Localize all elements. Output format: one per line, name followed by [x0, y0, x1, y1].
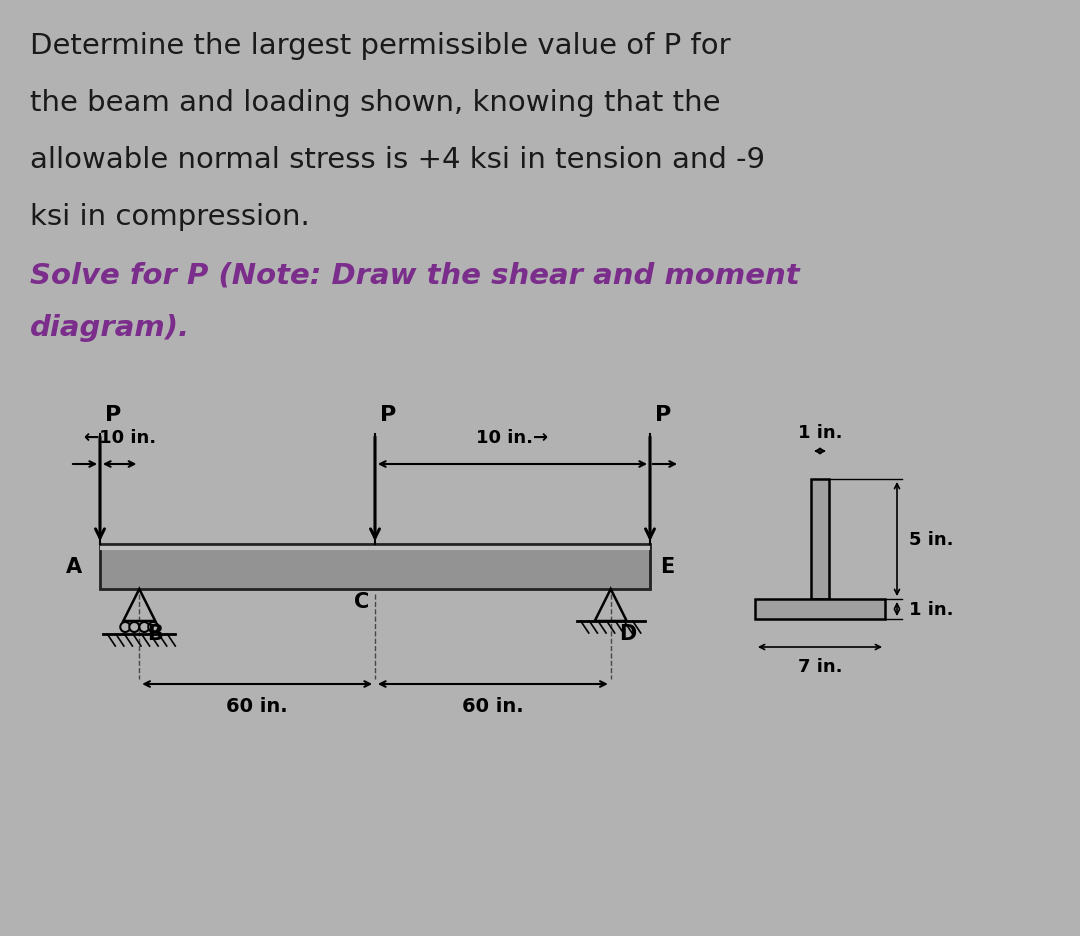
FancyBboxPatch shape: [811, 479, 829, 599]
Text: 60 in.: 60 in.: [227, 696, 288, 715]
Text: C: C: [354, 592, 369, 611]
Text: allowable normal stress is +4 ksi in tension and -9: allowable normal stress is +4 ksi in ten…: [30, 146, 765, 174]
Text: 60 in.: 60 in.: [462, 696, 524, 715]
Circle shape: [130, 622, 139, 633]
FancyBboxPatch shape: [100, 545, 650, 590]
Text: ksi in compression.: ksi in compression.: [30, 203, 310, 231]
Circle shape: [148, 622, 159, 633]
Text: D: D: [619, 623, 636, 643]
Text: ←10 in.: ←10 in.: [83, 429, 156, 446]
Circle shape: [139, 622, 149, 633]
Text: E: E: [660, 557, 674, 577]
Text: A: A: [66, 557, 82, 577]
Text: the beam and loading shown, knowing that the: the beam and loading shown, knowing that…: [30, 89, 720, 117]
Text: 1 in.: 1 in.: [909, 600, 954, 619]
Text: P: P: [105, 404, 121, 425]
Text: 1 in.: 1 in.: [798, 424, 842, 442]
Text: P: P: [380, 404, 396, 425]
Text: diagram).: diagram).: [30, 314, 190, 342]
FancyBboxPatch shape: [755, 599, 885, 620]
Text: Determine the largest permissible value of P for: Determine the largest permissible value …: [30, 32, 731, 60]
Text: 5 in.: 5 in.: [909, 531, 954, 548]
Text: P: P: [654, 404, 672, 425]
Text: B: B: [147, 623, 163, 643]
Text: Solve for P (Note: Draw the shear and moment: Solve for P (Note: Draw the shear and mo…: [30, 262, 799, 289]
Text: 7 in.: 7 in.: [798, 657, 842, 675]
Circle shape: [120, 622, 131, 633]
Text: 10 in.→: 10 in.→: [476, 429, 549, 446]
